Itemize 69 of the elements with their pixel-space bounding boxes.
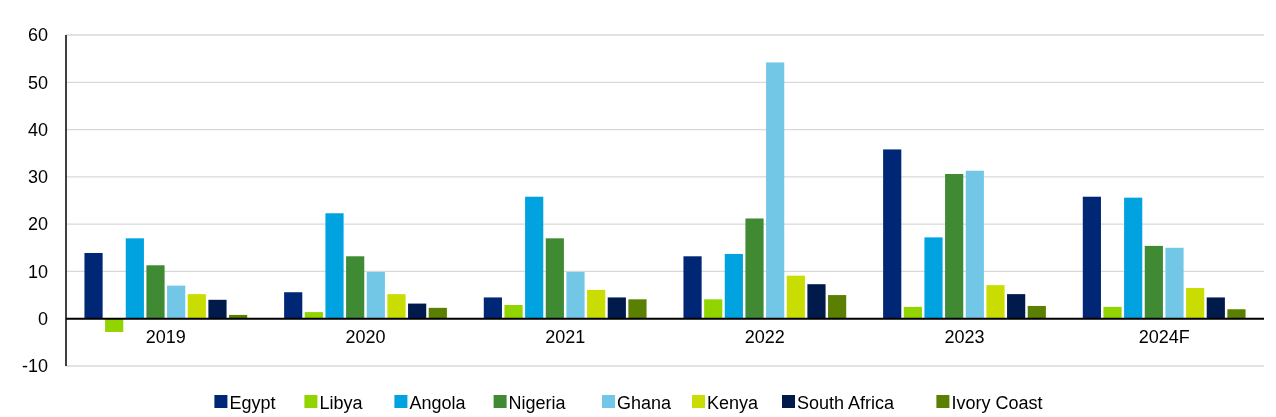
y-tick-label: 30 [27, 167, 48, 188]
bar [167, 285, 186, 319]
bar [1206, 297, 1225, 319]
bar [903, 306, 922, 319]
bar [607, 297, 626, 319]
bar [1103, 306, 1122, 319]
bar [566, 271, 585, 319]
bar [828, 295, 847, 319]
bar [146, 265, 165, 319]
bar [325, 213, 344, 319]
bar [704, 299, 723, 319]
legend-label: Egypt [229, 393, 276, 413]
bar [924, 237, 943, 319]
bar [304, 312, 323, 319]
y-tick-label: -10 [21, 356, 48, 377]
legend-label: Nigeria [508, 393, 567, 413]
bar [965, 170, 984, 319]
y-tick-label: 60 [27, 25, 48, 46]
x-tick-label: 2023 [944, 326, 985, 347]
bar [408, 303, 427, 319]
bar [945, 174, 964, 319]
bar [483, 297, 502, 319]
legend-label: Libya [319, 393, 364, 413]
legend-label: Kenya [707, 393, 760, 413]
x-tick-label: 2020 [345, 326, 386, 347]
bar [587, 289, 606, 319]
bar [208, 299, 227, 319]
bar [366, 271, 385, 319]
bar [545, 238, 564, 319]
bar [187, 294, 206, 319]
bar [1165, 247, 1184, 319]
bar [724, 253, 743, 319]
y-tick-label: 10 [27, 261, 48, 282]
x-tick-label: 2021 [545, 326, 586, 347]
y-tick-label: 40 [27, 119, 48, 140]
bar [1027, 305, 1046, 319]
bar [1124, 197, 1143, 319]
bar [84, 252, 103, 319]
bar [125, 238, 144, 319]
bar [807, 284, 826, 319]
x-tick-label: 2022 [744, 326, 785, 347]
legend-label: South Africa [797, 393, 896, 413]
bar [986, 285, 1005, 319]
bar [1007, 294, 1026, 319]
bar [346, 256, 365, 319]
bar [628, 299, 647, 319]
bar [284, 292, 303, 319]
y-tick-label: 0 [37, 309, 48, 330]
bar [105, 318, 124, 332]
bar [1227, 309, 1246, 319]
bar [504, 305, 523, 319]
legend-label: Ghana [617, 393, 673, 413]
y-tick-label: 50 [27, 72, 48, 93]
legend-label: Ivory Coast [951, 393, 1043, 413]
bar [1144, 245, 1163, 319]
bar [745, 218, 764, 319]
bar [1186, 287, 1205, 319]
y-tick-label: 20 [27, 214, 48, 235]
bar [766, 62, 785, 319]
bar [683, 256, 702, 319]
bar [428, 307, 447, 319]
bar [1082, 196, 1101, 319]
x-tick-label: 2019 [145, 326, 186, 347]
bar [883, 149, 902, 319]
bar [786, 275, 805, 319]
bar [525, 196, 544, 319]
bar [387, 294, 406, 319]
legend-label: Angola [409, 393, 467, 413]
x-tick-label: 2024F [1138, 326, 1190, 347]
